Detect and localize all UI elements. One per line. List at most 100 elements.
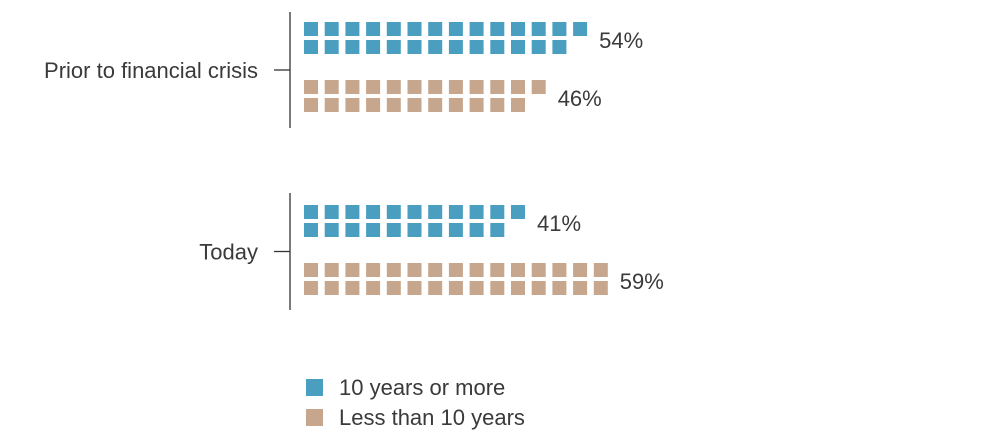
bar-unit (552, 40, 567, 54)
bar-unit (366, 22, 381, 36)
data-label: 59% (620, 269, 664, 294)
bar-unit (386, 281, 401, 295)
bar-unit (304, 263, 318, 277)
bar-unit (448, 40, 463, 54)
marks: 54% 46% 41% 59% (304, 22, 664, 295)
bar-unit (531, 80, 546, 94)
bar-unit (366, 263, 381, 277)
bar-unit (366, 205, 381, 219)
bar-unit (345, 223, 360, 237)
bar-unit (469, 223, 484, 237)
legend-swatch (306, 409, 323, 426)
bar-unit (511, 281, 525, 295)
bar-unit (511, 98, 525, 112)
bar-unit (386, 205, 401, 219)
bar-unit (324, 22, 339, 36)
bar-unit (552, 263, 567, 277)
bar-unit (469, 40, 484, 54)
bar-unit (448, 80, 463, 94)
bar-unit (366, 80, 381, 94)
bar-unit (428, 98, 443, 112)
bar-unit (448, 281, 463, 295)
bar-unit (428, 40, 443, 54)
bar-unit (448, 223, 463, 237)
bar-unit (345, 98, 360, 112)
bar-unit (386, 40, 401, 54)
bar-unit (386, 80, 401, 94)
bar-unit (324, 263, 339, 277)
bar-unit (304, 205, 318, 219)
bar-unit (531, 263, 546, 277)
bar-unit (511, 22, 525, 36)
bar-unit (386, 223, 401, 237)
bar-unit (490, 98, 505, 112)
bar-unit (407, 98, 422, 112)
bar-unit (531, 22, 546, 36)
bar-unit (573, 22, 588, 36)
bar-unit (386, 22, 401, 36)
bar-unit (304, 40, 318, 54)
bar-unit (345, 263, 360, 277)
bar-unit (552, 281, 567, 295)
bar-unit (324, 98, 339, 112)
bar-unit (324, 205, 339, 219)
bar-unit (469, 98, 484, 112)
bar-unit (304, 80, 318, 94)
bar-unit (490, 22, 505, 36)
bar-unit (304, 281, 318, 295)
bar-unit (469, 205, 484, 219)
bar-unit (366, 281, 381, 295)
bar-unit (511, 263, 525, 277)
bar-unit (324, 281, 339, 295)
bar-unit (345, 40, 360, 54)
bar-unit (345, 205, 360, 219)
legend: 10 years or more Less than 10 years (306, 375, 525, 430)
bar-unit (366, 98, 381, 112)
bar-unit (531, 40, 546, 54)
bar-unit (490, 263, 505, 277)
bar-unit (345, 22, 360, 36)
bar-unit (345, 281, 360, 295)
bar-unit (304, 22, 318, 36)
category-label: Prior to financial crisis (44, 58, 258, 83)
bar-unit (428, 22, 443, 36)
bar-unit (573, 263, 588, 277)
bar-unit (490, 223, 505, 237)
bar-unit (448, 98, 463, 112)
bar-unit (428, 205, 443, 219)
bar-unit (407, 223, 422, 237)
axes: Prior to financial crisis Today (44, 12, 291, 310)
bar-unit (407, 263, 422, 277)
bar-unit (304, 223, 318, 237)
bar-unit (448, 22, 463, 36)
bar-unit (490, 80, 505, 94)
bar-unit (428, 281, 443, 295)
bar-unit (593, 263, 608, 277)
bar-unit (511, 205, 525, 219)
bar-unit (469, 281, 484, 295)
bar-unit (428, 80, 443, 94)
bar-unit (552, 22, 567, 36)
bar-unit (324, 223, 339, 237)
legend-label: Less than 10 years (339, 405, 525, 430)
bar-unit (345, 80, 360, 94)
bar-unit (407, 80, 422, 94)
bar-unit (469, 80, 484, 94)
data-label: 54% (599, 28, 643, 53)
bar-unit (366, 40, 381, 54)
bar-unit (428, 263, 443, 277)
bar-unit (386, 98, 401, 112)
bar-unit (304, 98, 318, 112)
bar-unit (490, 205, 505, 219)
bar-unit (469, 22, 484, 36)
data-label: 46% (558, 86, 602, 111)
bar-unit (407, 40, 422, 54)
bar-unit (469, 263, 484, 277)
legend-swatch (306, 379, 323, 396)
bar-unit (511, 40, 525, 54)
bar-unit (366, 223, 381, 237)
bar-unit (407, 22, 422, 36)
bar-unit (593, 281, 608, 295)
bar-unit (324, 40, 339, 54)
